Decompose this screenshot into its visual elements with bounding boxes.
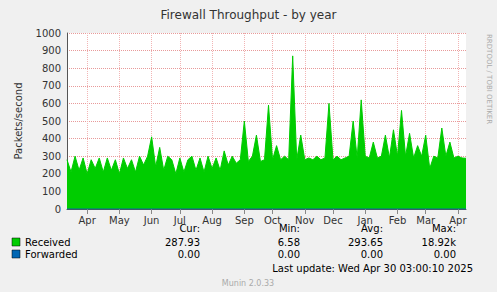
svg-text:Apr: Apr [78,215,96,226]
svg-text:Nov: Nov [295,215,315,226]
svg-text:May: May [109,215,130,226]
svg-text:Cur:: Cur: [179,222,200,234]
svg-text:500: 500 [42,116,61,127]
svg-text:Last update: Wed Apr 30 03:00:: Last update: Wed Apr 30 03:00:10 2025 [272,263,473,274]
svg-text:Received: Received [25,237,71,248]
svg-text:Jul: Jul [173,215,186,226]
svg-text:800: 800 [42,63,61,74]
svg-text:600: 600 [42,98,61,109]
svg-text:Aug: Aug [202,215,222,226]
svg-text:Feb: Feb [389,215,407,226]
svg-text:100: 100 [42,186,61,197]
svg-text:900: 900 [42,45,61,56]
svg-text:0.00: 0.00 [434,249,456,260]
svg-text:0.00: 0.00 [361,249,383,260]
svg-text:Dec: Dec [323,215,342,226]
svg-text:Min:: Min: [278,222,300,234]
svg-text:Oct: Oct [264,215,281,226]
svg-text:700: 700 [42,80,61,91]
svg-text:300: 300 [42,151,61,162]
svg-text:0: 0 [55,204,61,215]
svg-text:1000: 1000 [36,28,61,39]
svg-text:6.58: 6.58 [278,237,300,248]
svg-text:18.92k: 18.92k [422,237,457,248]
svg-text:Sep: Sep [235,215,254,226]
svg-text:Jun: Jun [143,215,160,226]
svg-text:Avg:: Avg: [361,222,383,234]
svg-text:Apr: Apr [449,215,467,226]
svg-text:Munin 2.0.33: Munin 2.0.33 [222,279,274,288]
svg-text:293.65: 293.65 [348,237,383,248]
svg-text:0.00: 0.00 [178,249,200,260]
svg-text:Mar: Mar [416,215,436,226]
svg-text:Packets/second: Packets/second [13,83,24,160]
svg-text:Firewall Throughput - by year: Firewall Throughput - by year [160,8,336,22]
svg-text:Max:: Max: [432,222,456,234]
svg-text:Jan: Jan [357,215,373,226]
svg-text:200: 200 [42,168,61,179]
svg-text:287.93: 287.93 [165,237,200,248]
svg-text:400: 400 [42,133,61,144]
svg-text:0.00: 0.00 [278,249,300,260]
svg-text:Forwarded: Forwarded [25,249,78,260]
svg-text:RRDTOOL / TOBI OETIKER: RRDTOOL / TOBI OETIKER [485,34,493,124]
